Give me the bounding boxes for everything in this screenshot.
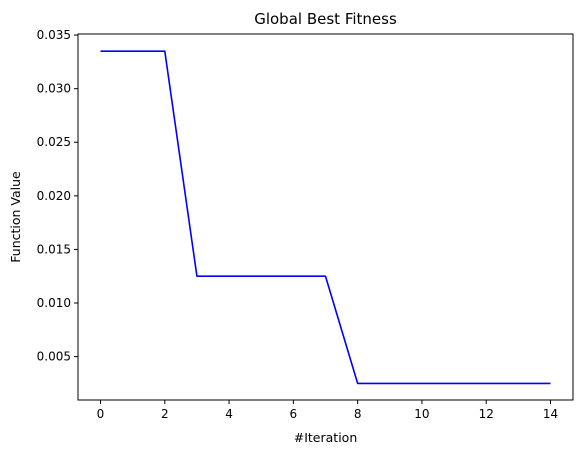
y-tick-label: 0.035 [37,28,71,42]
x-tick-label: 6 [290,407,298,421]
x-tick-label: 0 [97,407,105,421]
y-tick-label: 0.020 [37,189,71,203]
x-axis: 0 2 4 6 8 10 12 14 [97,400,558,421]
y-tick-label: 0.025 [37,135,71,149]
series-layer [100,50,551,385]
x-tick-label: 2 [161,407,169,421]
plot-area-frame [77,33,574,401]
x-tick-label: 10 [414,407,429,421]
x-axis-label: #Iteration [294,430,358,445]
y-axis: 0.005 0.010 0.015 0.020 0.025 0.030 0.035 [37,28,78,364]
x-tick-label: 12 [479,407,494,421]
series-line [100,50,551,385]
x-tick-label: 8 [354,407,362,421]
y-tick-label: 0.010 [37,296,71,310]
chart-title: Global Best Fitness [254,10,397,28]
x-tick-label: 4 [225,407,233,421]
x-tick-label: 14 [543,407,558,421]
y-axis-label: Function Value [8,171,23,263]
y-tick-label: 0.030 [37,82,71,96]
y-tick-label: 0.005 [37,350,71,364]
y-tick-label: 0.015 [37,242,71,256]
